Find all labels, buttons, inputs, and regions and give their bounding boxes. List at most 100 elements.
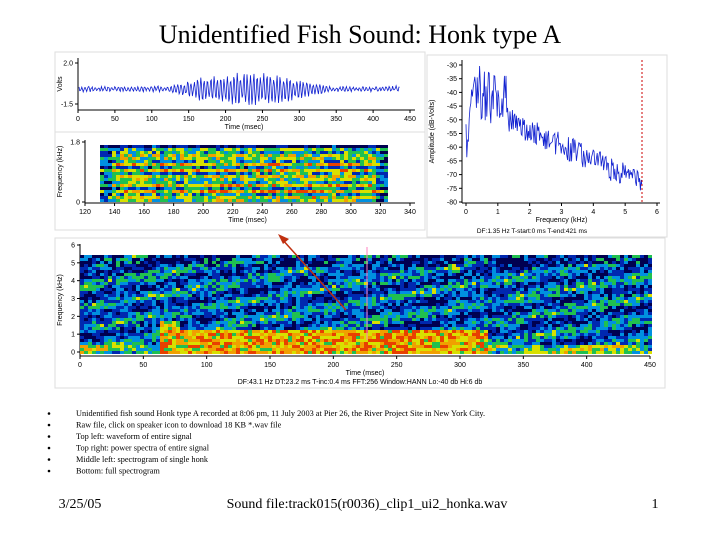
- spectrogram-cell: [204, 267, 208, 270]
- spectrogram-cell: [224, 279, 228, 282]
- spectrogram-cell: [100, 267, 104, 270]
- spectrogram-cell: [276, 351, 280, 354]
- spectrogram-cell: [180, 148, 184, 151]
- spectrogram-cell: [176, 169, 180, 172]
- spectrogram-cell: [84, 309, 88, 312]
- spectrogram-cell: [120, 264, 124, 267]
- spectrogram-cell: [264, 321, 268, 324]
- spectrogram-cell: [240, 315, 244, 318]
- spectrogram-cell: [244, 148, 248, 151]
- spectrogram-cell: [220, 151, 224, 154]
- spectrogram-cell: [428, 276, 432, 279]
- spectrogram-cell: [324, 330, 328, 333]
- spectrogram-cell: [316, 306, 320, 309]
- spectrogram-cell: [336, 303, 340, 306]
- spectrogram-cell: [328, 300, 332, 303]
- spectrogram-cell: [344, 157, 348, 160]
- spectrogram-cell: [284, 327, 288, 330]
- spectrogram-cell: [444, 288, 448, 291]
- spectrogram-cell: [300, 339, 304, 342]
- spectrogram-cell: [108, 285, 112, 288]
- spectrogram-cell: [212, 172, 216, 175]
- spectrogram-cell: [272, 157, 276, 160]
- spectrogram-cell: [192, 148, 196, 151]
- spectrogram-cell: [496, 336, 500, 339]
- spectrogram-cell: [112, 324, 116, 327]
- spectrogram-cell: [192, 187, 196, 190]
- spectrogram-cell: [408, 270, 412, 273]
- spectrogram-cell: [316, 321, 320, 324]
- spectrogram-cell: [384, 187, 388, 190]
- spectrogram-cell: [344, 193, 348, 196]
- spectrogram-cell: [304, 154, 308, 157]
- spectrogram-cell: [332, 190, 336, 193]
- spectrogram-cell: [160, 151, 164, 154]
- spectrogram-cell: [276, 330, 280, 333]
- spectrogram-cell: [172, 172, 176, 175]
- spectrogram-cell: [360, 157, 364, 160]
- spectrogram-cell: [240, 258, 244, 261]
- spectrogram-cell: [92, 276, 96, 279]
- spectrogram-cell: [408, 318, 412, 321]
- spectrogram-cell: [128, 315, 132, 318]
- spectrogram-cell: [448, 282, 452, 285]
- spectrogram-cell: [144, 166, 148, 169]
- spectrogram-cell: [380, 303, 384, 306]
- spectrogram-cell: [100, 196, 104, 199]
- spectrogram-cell: [344, 273, 348, 276]
- spectrogram-cell: [384, 267, 388, 270]
- spectrogram-cell: [176, 172, 180, 175]
- spectrogram-cell: [460, 330, 464, 333]
- spectrogram-cell: [240, 264, 244, 267]
- spectrogram-cell: [204, 312, 208, 315]
- spectrogram-cell: [272, 348, 276, 351]
- spectrogram-cell: [288, 166, 292, 169]
- spectrogram-cell: [312, 318, 316, 321]
- spectrogram-cell: [152, 187, 156, 190]
- spectrogram-cell: [288, 288, 292, 291]
- spectrogram-cell: [480, 258, 484, 261]
- spectrogram-cell: [304, 282, 308, 285]
- spectrogram-cell: [144, 294, 148, 297]
- spectrogram-cell: [100, 169, 104, 172]
- spectrogram-cell: [192, 351, 196, 354]
- spectrogram-cell: [356, 261, 360, 264]
- spectrogram-cell: [248, 264, 252, 267]
- spectrogram-cell: [300, 169, 304, 172]
- spectrogram-cell: [400, 333, 404, 336]
- spectrogram-cell: [400, 279, 404, 282]
- spectrogram-cell: [272, 172, 276, 175]
- spectrogram-cell: [364, 279, 368, 282]
- spectrogram-cell: [348, 175, 352, 178]
- spectrogram-cell: [460, 315, 464, 318]
- spectrogram-cell: [464, 348, 468, 351]
- spectrogram-cell: [128, 151, 132, 154]
- spectrogram-cell: [496, 294, 500, 297]
- spectrogram-cell: [300, 261, 304, 264]
- spectrogram-cell: [180, 294, 184, 297]
- spectrogram-cell: [180, 315, 184, 318]
- spectrogram-cell: [444, 258, 448, 261]
- spectrogram-cell: [312, 175, 316, 178]
- spectrogram-cell: [212, 270, 216, 273]
- spectrogram-cell: [364, 151, 368, 154]
- spectrogram-cell: [140, 285, 144, 288]
- spectrogram-cell: [428, 267, 432, 270]
- spectrogram-cell: [380, 255, 384, 258]
- spectrogram-cell: [352, 315, 356, 318]
- spectrogram-cell: [188, 312, 192, 315]
- spectrogram-cell: [272, 279, 276, 282]
- spectrogram-cell: [424, 264, 428, 267]
- spectrogram-cell: [196, 300, 200, 303]
- spectrogram-cell: [220, 172, 224, 175]
- spectrogram-cell: [492, 318, 496, 321]
- spectrogram-cell: [392, 276, 396, 279]
- spectrogram-cell: [268, 145, 272, 148]
- spectrogram-cell: [128, 324, 132, 327]
- spectrogram-cell: [296, 273, 300, 276]
- spectrogram-cell: [316, 264, 320, 267]
- spectrogram-cell: [116, 315, 120, 318]
- spectrogram-cell: [124, 169, 128, 172]
- spectrogram-cell: [428, 300, 432, 303]
- spectrogram-cell: [160, 193, 164, 196]
